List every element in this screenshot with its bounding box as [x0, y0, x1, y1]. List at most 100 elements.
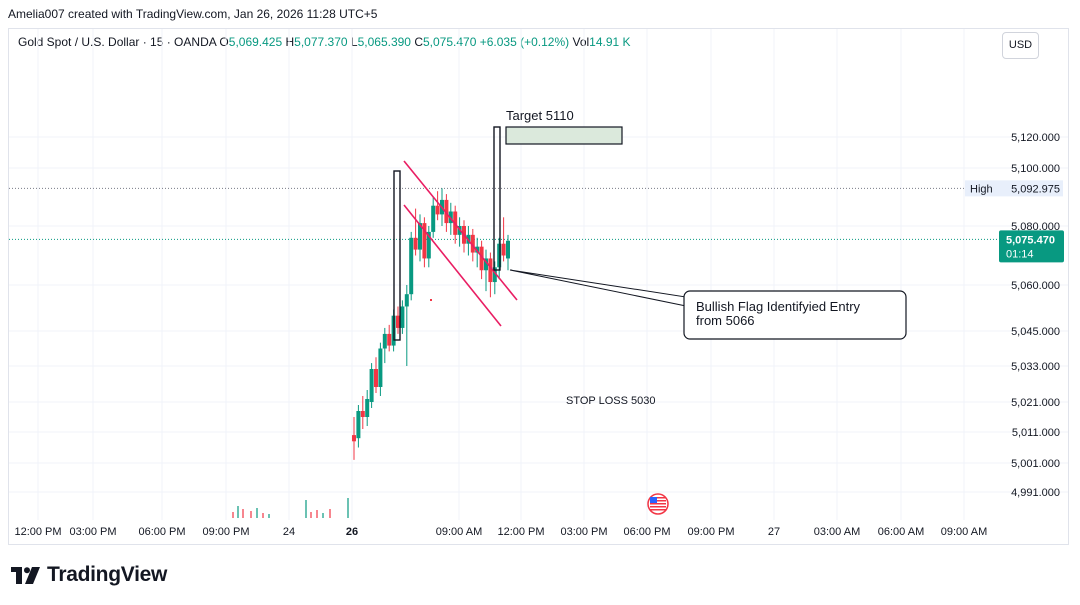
- target-label: Target 5110: [506, 108, 574, 123]
- volume-bar: [256, 508, 258, 518]
- high-label: H: [285, 35, 295, 49]
- tradingview-logo[interactable]: TradingView: [11, 563, 167, 587]
- price-tick-label: 5,033.000: [1011, 361, 1060, 373]
- price-tick-label: 5,120.000: [1011, 132, 1060, 144]
- callout-pointer: [509, 269, 687, 307]
- high-tag-value: 5,092.975: [1011, 183, 1060, 195]
- reference-lines: [9, 187, 1000, 240]
- flag-upper-trendline: [403, 160, 518, 301]
- candle-body: [484, 258, 488, 271]
- candle-body: [431, 205, 436, 232]
- candle-body: [360, 411, 365, 417]
- volume-bar: [310, 512, 312, 518]
- time-tick-label: 03:00 PM: [560, 526, 607, 538]
- price-tick-label: 5,021.000: [1011, 397, 1060, 409]
- volume-bars: [232, 498, 349, 518]
- symbol-title[interactable]: Gold Spot / U.S. Dollar · 15 · OANDA: [18, 35, 217, 49]
- time-axis: 12:00 PM 03:00 PM 06:00 PM 09:00 PM 24 26 09:0…: [14, 526, 987, 538]
- change-value: +6.035 (+0.12%): [479, 35, 570, 49]
- time-tick-label: 27: [768, 526, 780, 538]
- candle-body: [382, 333, 387, 349]
- candle-body: [413, 237, 418, 250]
- time-tick-label: 12:00 PM: [14, 526, 61, 538]
- time-tick-label: 06:00 PM: [623, 526, 670, 538]
- price-tick-label: 5,060.000: [1011, 280, 1060, 292]
- volume-label: Vol: [572, 35, 590, 49]
- close-value: 5,075.470: [423, 35, 477, 49]
- candle-body: [396, 315, 400, 328]
- callout-box: [683, 290, 907, 340]
- volume-bar: [329, 509, 331, 518]
- candle-body: [409, 237, 414, 295]
- candle-body: [435, 205, 440, 215]
- volume-bar: [262, 513, 264, 518]
- candle-body: [422, 223, 427, 259]
- candle-body: [404, 294, 409, 307]
- chart-frame: [8, 28, 1069, 545]
- price-tick-label: 5,080.000: [1011, 221, 1060, 233]
- last-price-tag: [999, 230, 1064, 263]
- price-tick-label: 5,011.000: [1012, 427, 1060, 439]
- brand-name: TradingView: [47, 563, 168, 586]
- candle-tick: [430, 299, 432, 301]
- open-label: O: [219, 35, 229, 49]
- grid-lines: [9, 29, 1068, 520]
- chart-attribution: Amelia007 created with TradingView.com, …: [8, 7, 378, 21]
- time-tick-label: 09:00 AM: [941, 526, 987, 538]
- high-tag-label: High: [970, 183, 993, 195]
- volume-bar: [305, 500, 307, 518]
- time-tick-label: 09:00 PM: [687, 526, 734, 538]
- candle-body: [378, 348, 383, 387]
- candle-body: [374, 369, 378, 387]
- close-label: C: [414, 35, 423, 49]
- candle-body: [506, 240, 510, 259]
- candle-body: [356, 411, 361, 439]
- flag-stripe: [650, 509, 666, 511]
- candle-body: [492, 267, 497, 283]
- currency-button[interactable]: USD: [1002, 32, 1039, 59]
- price-tick-label: 5,001.000: [1011, 458, 1060, 470]
- time-tick-label: 09:00 PM: [202, 526, 249, 538]
- callout-text-line-2: from 5066: [696, 313, 755, 328]
- candlestick-series: [352, 188, 510, 460]
- volume-bar: [242, 509, 244, 518]
- volume-bar: [250, 511, 252, 518]
- target-zone-box: [505, 126, 623, 145]
- candle-body: [444, 199, 449, 224]
- candle-body: [418, 223, 422, 250]
- candle-body: [369, 369, 374, 402]
- high-tag: [965, 180, 1063, 197]
- price-tick-label: 5,100.000: [1011, 163, 1060, 175]
- time-tick-label: 12:00 PM: [497, 526, 544, 538]
- time-tick-label: 03:00 PM: [69, 526, 116, 538]
- candle-body: [488, 258, 493, 283]
- price-tick-label: 4,991.000: [1011, 487, 1060, 499]
- volume-value: 14.91 K: [589, 35, 631, 49]
- flag-lower-trendline: [403, 204, 502, 327]
- stop-loss-label: STOP LOSS 5030: [566, 395, 655, 407]
- callout-text-line-1: Bullish Flag Identifyied Entry: [696, 299, 861, 314]
- candle-body: [352, 435, 356, 442]
- volume-bar: [347, 498, 349, 518]
- volume-bar: [268, 514, 270, 518]
- candle-body: [497, 243, 502, 268]
- volume-bar: [237, 506, 239, 518]
- projection-box: [493, 126, 501, 271]
- volume-bar: [322, 513, 324, 518]
- low-label: L: [350, 35, 358, 49]
- time-tick-label: 06:00 PM: [138, 526, 185, 538]
- last-price-value: 5,075.470: [1006, 234, 1055, 246]
- us-flag-icon: [647, 493, 669, 515]
- flag-stripe: [650, 506, 666, 508]
- candle-body: [501, 243, 506, 256]
- flag-stripe: [650, 497, 666, 499]
- time-tick-label: 09:00 AM: [436, 526, 482, 538]
- tradingview-logo-icon: [11, 566, 41, 584]
- volume-bar: [232, 512, 234, 518]
- candle-body: [470, 234, 475, 253]
- candle-body: [365, 399, 370, 417]
- time-tick-label: 26: [346, 526, 358, 538]
- bar-countdown: 01:14: [1006, 248, 1034, 260]
- price-tick-label: 5,045.000: [1011, 326, 1060, 338]
